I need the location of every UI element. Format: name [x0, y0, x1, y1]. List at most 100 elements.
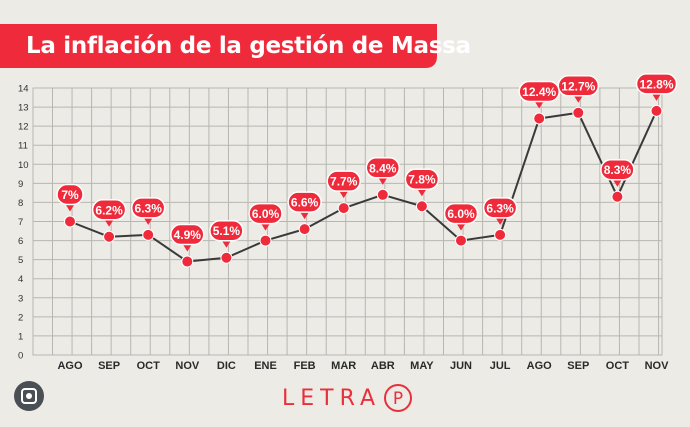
- data-point: [376, 188, 389, 201]
- x-tick-label: ENE: [254, 360, 277, 372]
- data-label-pointer: [573, 94, 584, 103]
- data-label: 6.0%: [252, 207, 280, 221]
- data-label-pointer: [416, 188, 427, 197]
- data-label: 6.6%: [291, 196, 319, 210]
- data-label-bubble: [287, 191, 322, 213]
- series-line: [69, 110, 658, 263]
- data-label: 7.7%: [330, 175, 358, 189]
- data-label-bubble: [635, 73, 678, 95]
- data-point: [220, 251, 233, 264]
- x-tick-label: NOV: [645, 360, 670, 372]
- y-tick-label: 7: [18, 217, 23, 228]
- data-point: [572, 106, 585, 119]
- data-label: 4.9%: [174, 228, 202, 242]
- data-label-bubble: [91, 199, 127, 221]
- data-label-bubble: [482, 197, 518, 219]
- x-tick-label: DIC: [217, 360, 236, 372]
- data-label-bubble: [130, 197, 166, 219]
- x-tick-label: OCT: [606, 360, 630, 372]
- y-tick-label: 9: [18, 179, 23, 190]
- data-point: [259, 234, 272, 247]
- data-point: [533, 112, 546, 125]
- series-line-group: [69, 110, 658, 263]
- data-label-pointer: [456, 222, 466, 231]
- data-point: [337, 202, 350, 215]
- x-tick-label: JUN: [450, 360, 472, 372]
- data-label-bubble: [365, 157, 401, 179]
- brand-p-icon: P: [384, 384, 413, 412]
- data-label-bubble: [248, 202, 283, 225]
- chart-grid: [32, 87, 663, 356]
- x-tick-label: MAY: [410, 360, 434, 372]
- data-point: [181, 255, 194, 268]
- data-label-bubble: [404, 168, 440, 190]
- y-tick-label: 12: [18, 122, 29, 133]
- x-tick-label: SEP: [567, 360, 589, 372]
- data-label-bubble: [443, 202, 479, 225]
- data-label-pointer: [221, 239, 232, 248]
- data-label-pointer: [534, 100, 545, 109]
- x-axis-ticks: AGO SEP OCT NOV DIC ENE FEB MAR ABR MAY JUN JUL AGO S…: [57, 360, 669, 372]
- data-point: [455, 234, 467, 247]
- data-label-pointer: [104, 218, 115, 227]
- x-tick-label: AGO: [57, 360, 83, 372]
- data-label: 12.4%: [522, 85, 556, 99]
- data-point: [611, 190, 624, 203]
- y-tick-label: 14: [18, 84, 29, 95]
- data-label-bubble: [326, 170, 361, 192]
- data-point: [494, 228, 507, 241]
- data-point: [298, 223, 311, 236]
- x-tick-label: MAR: [331, 360, 356, 372]
- x-tick-label: NOV: [175, 360, 200, 372]
- data-label-bubble: [209, 219, 244, 242]
- data-label-bubble: [56, 183, 84, 206]
- data-label-pointer: [65, 203, 75, 212]
- title-banner: La inflación de la gestión de Massa: [0, 24, 471, 68]
- y-tick-label: 11: [18, 141, 28, 152]
- data-label: 6.0%: [447, 207, 475, 221]
- x-tick-label: ABR: [371, 360, 395, 372]
- data-label-pointer: [495, 216, 506, 225]
- brand-name: LETRA: [282, 385, 382, 411]
- y-tick-label: 4: [18, 274, 23, 285]
- data-label-pointer: [260, 222, 271, 231]
- chart-title: La inflación de la gestión de Massa: [26, 33, 471, 59]
- lens-search-icon[interactable]: [14, 381, 44, 411]
- data-point: [415, 200, 428, 213]
- x-tick-label: JUL: [490, 360, 511, 372]
- x-tick-label: AGO: [527, 360, 553, 372]
- data-label: 6.3%: [486, 201, 514, 215]
- data-label-bubble: [557, 75, 600, 97]
- data-label: 7.8%: [408, 173, 436, 187]
- brand-logo: LETRA P: [282, 381, 413, 415]
- y-tick-label: 1: [18, 331, 23, 342]
- data-point: [142, 228, 155, 241]
- data-label-bubble: [600, 158, 635, 181]
- data-point: [650, 104, 663, 117]
- data-label-pointer: [182, 243, 193, 252]
- banner-shape: [0, 24, 437, 68]
- y-tick-label: 6: [18, 236, 23, 247]
- data-label-pointer: [651, 92, 662, 101]
- data-label-bubble: [170, 223, 205, 246]
- y-tick-label: 13: [18, 103, 29, 114]
- y-tick-label: 3: [18, 293, 23, 304]
- data-label: 12.8%: [639, 77, 673, 91]
- x-tick-label: SEP: [98, 360, 120, 372]
- data-labels: 7% 6.2% 6.3% 4.9% 5.1% 6.0% 6.6% 7.7% 8.4% 7.8% 6.…: [56, 73, 678, 252]
- data-point: [103, 230, 116, 243]
- data-label: 8.3%: [604, 163, 632, 177]
- brand-p-letter: P: [393, 389, 403, 409]
- x-tick-label: OCT: [137, 360, 161, 372]
- data-label: 12.7%: [561, 79, 595, 93]
- x-tick-label: FEB: [294, 360, 316, 372]
- y-tick-label: 8: [18, 198, 23, 209]
- data-label: 6.3%: [135, 201, 163, 215]
- y-tick-label: 2: [18, 312, 23, 323]
- data-label-pointer: [612, 178, 623, 187]
- data-label-pointer: [377, 176, 388, 185]
- y-tick-label: 0: [18, 351, 23, 362]
- data-label: 6.2%: [95, 203, 123, 217]
